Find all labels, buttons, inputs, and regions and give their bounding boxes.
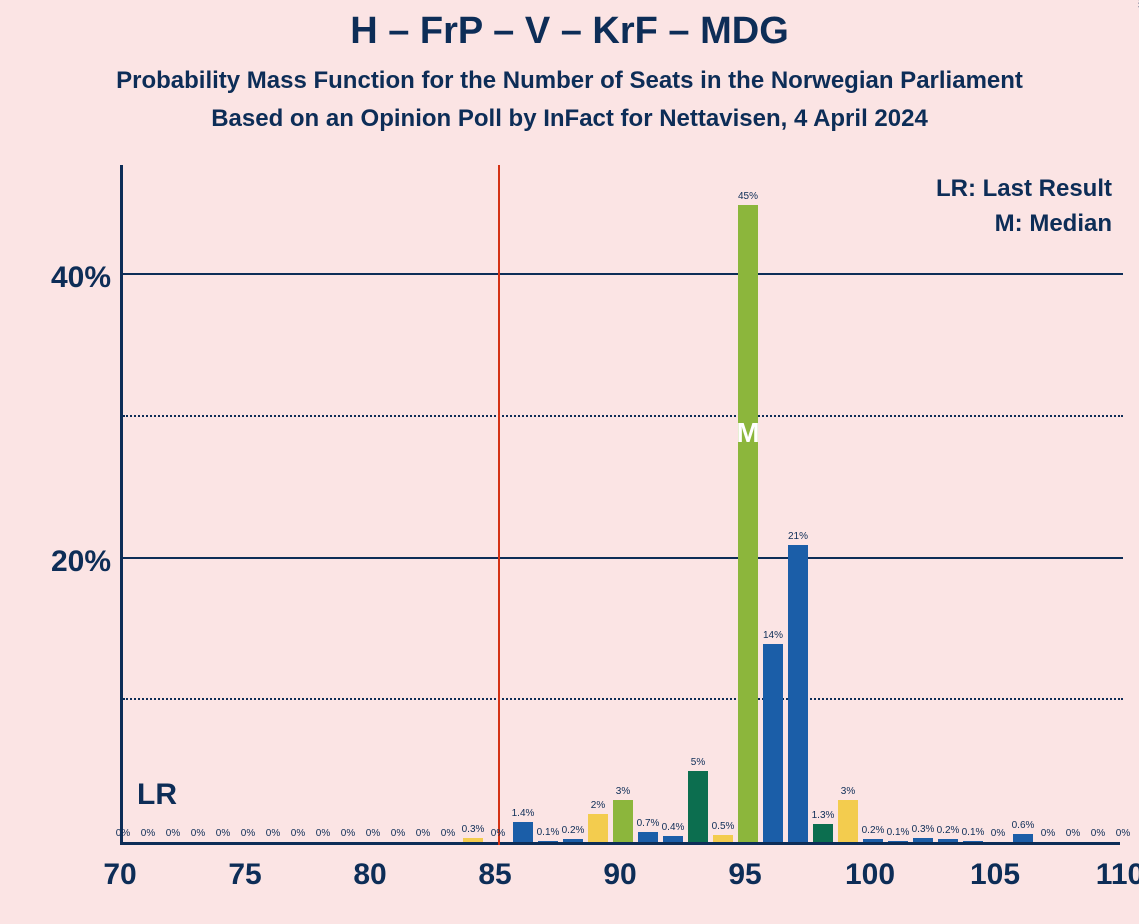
bar-value-label: 0% [991,828,1005,839]
bar [463,838,483,842]
bar-value-label: 0% [416,828,430,839]
bar-value-label: 0% [491,828,505,839]
bar-value-label: 0.7% [637,818,660,829]
bar [588,814,608,842]
bar-value-label: 3% [616,786,630,797]
bar-value-label: 0.1% [887,827,910,838]
bar [688,771,708,842]
x-tick-label: 95 [728,858,761,892]
gridline-minor [123,698,1123,700]
bar-value-label: 14% [763,630,783,641]
bar-value-label: 0% [316,828,330,839]
chart-title: H – FrP – V – KrF – MDG [0,0,1139,53]
bar-value-label: 0% [216,828,230,839]
bar [713,835,733,842]
bar-value-label: 0% [191,828,205,839]
bar-value-label: 0.6% [1012,820,1035,831]
bar-value-label: 0% [141,828,155,839]
bar-value-label: 0% [366,828,380,839]
plot-region: LR: Last Result M: Median LR 0% 0% 0% 0% 0% 0… [120,165,1120,845]
bar-value-label: 0% [166,828,180,839]
bar-value-label: 0% [116,828,130,839]
bar-value-label: 0.1% [537,827,560,838]
bar-value-label: 0.2% [937,825,960,836]
bar-value-label: 21% [788,531,808,542]
bar [813,824,833,842]
bar [1013,834,1033,843]
bar-value-label: 5% [691,757,705,768]
y-tick-label: 20% [51,545,111,579]
x-tick-label: 105 [970,858,1020,892]
bar-value-label: 0% [441,828,455,839]
bar-value-label: 0% [1116,828,1130,839]
bar [913,838,933,842]
x-tick-label: 70 [103,858,136,892]
bar [738,205,758,843]
bar-value-label: 0% [1066,828,1080,839]
bar [638,832,658,842]
bar-value-label: 0.3% [462,824,485,835]
bar-value-label: 1.3% [812,810,835,821]
lr-vertical-line [498,165,500,845]
bar [663,836,683,842]
bar-value-label: 2% [591,800,605,811]
bar-value-label: 0% [341,828,355,839]
chart-area: LR: Last Result M: Median LR 0% 0% 0% 0% 0% 0… [120,165,1120,845]
chart-subtitle-2: Based on an Opinion Poll by InFact for N… [0,105,1139,133]
lr-marker-text: LR [137,778,177,812]
x-tick-label: 110 [1096,858,1139,892]
bar-value-label: 0.5% [712,821,735,832]
bar-value-label: 0.1% [962,827,985,838]
bar [938,839,958,842]
bar-value-label: 3% [841,786,855,797]
bar-value-label: 0% [266,828,280,839]
chart-subtitle-1: Probability Mass Function for the Number… [0,67,1139,95]
bar-value-label: 1.4% [512,808,535,819]
bar-value-label: 0.2% [862,825,885,836]
gridline [123,273,1123,275]
x-tick-label: 85 [478,858,511,892]
y-tick-label: 40% [51,261,111,295]
x-tick-label: 75 [228,858,261,892]
gridline [123,557,1123,559]
bar [963,841,983,842]
x-tick-label: 100 [845,858,895,892]
bar-value-label: 0% [391,828,405,839]
gridline-minor [123,415,1123,417]
x-tick-label: 80 [353,858,386,892]
bar [838,800,858,843]
bar-value-label: 0.2% [562,825,585,836]
bar-value-label: 0% [291,828,305,839]
bar [513,822,533,842]
bar-value-label: 0% [1091,828,1105,839]
bar [863,839,883,842]
bar-value-label: 0.3% [912,824,935,835]
legend-lr: LR: Last Result [936,175,1112,203]
bar-value-label: 0% [1041,828,1055,839]
bar [788,545,808,843]
bar-value-label: 0.4% [662,822,685,833]
bar-value-label: 0% [241,828,255,839]
bar-value-label: 45% [738,191,758,202]
bar [613,800,633,843]
median-marker: M [736,419,759,447]
bar [538,841,558,842]
x-tick-label: 90 [603,858,636,892]
legend-m: M: Median [995,210,1112,238]
copyright-text: © 2024 Filip van Laenen [1135,0,1139,8]
bar [888,841,908,842]
bar [763,644,783,842]
bar [563,839,583,842]
